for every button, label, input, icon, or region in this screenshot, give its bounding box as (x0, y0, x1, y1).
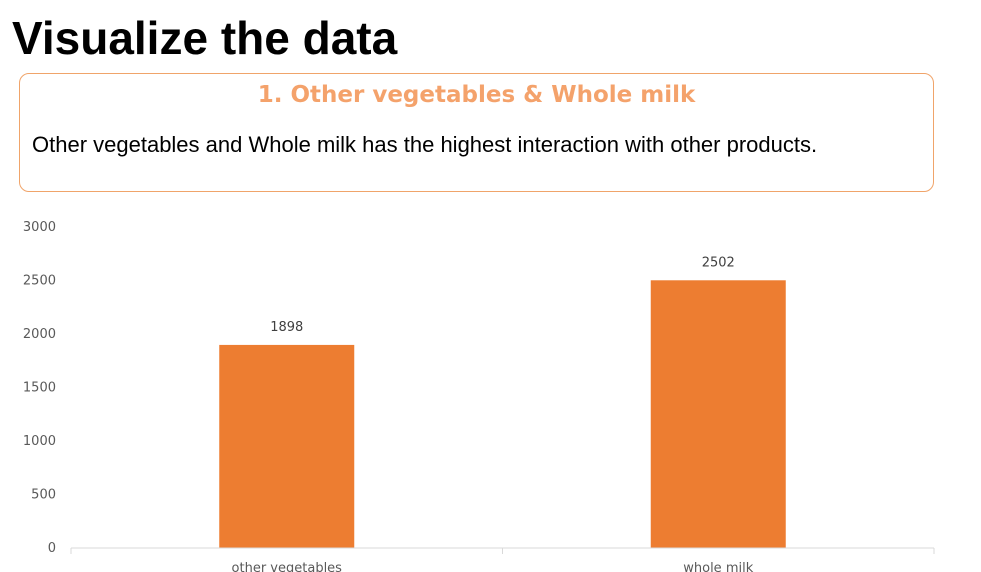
y-tick-label: 0 (48, 541, 56, 556)
x-tick-label: whole milk (683, 561, 753, 572)
y-tick-label: 2500 (23, 274, 56, 289)
callout-heading: 1. Other vegetables & Whole milk (257, 82, 696, 108)
x-axis: other vegetables whole milk (70, 547, 935, 572)
bar (219, 344, 355, 548)
callout-box: 1. Other vegetables & Whole milk Other v… (19, 73, 934, 192)
callout-body: Other vegetables and Whole milk has the … (32, 132, 818, 157)
bar-chart: 0 500 1000 1500 2000 2500 3000 1898 2502 other … (23, 220, 935, 572)
y-tick-label: 2000 (23, 327, 56, 342)
y-tick-label: 1500 (23, 381, 56, 396)
bars-group: 1898 2502 (219, 255, 786, 548)
bar (650, 280, 786, 548)
data-label: 1898 (270, 320, 303, 335)
x-tick-label: other vegetables (232, 561, 343, 572)
y-axis-ticks: 0 500 1000 1500 2000 2500 3000 (23, 220, 56, 556)
data-label: 2502 (702, 255, 735, 270)
y-tick-label: 500 (31, 488, 56, 503)
y-tick-label: 1000 (23, 434, 56, 449)
y-tick-label: 3000 (23, 220, 56, 235)
slide-title: Visualize the data (12, 12, 398, 64)
